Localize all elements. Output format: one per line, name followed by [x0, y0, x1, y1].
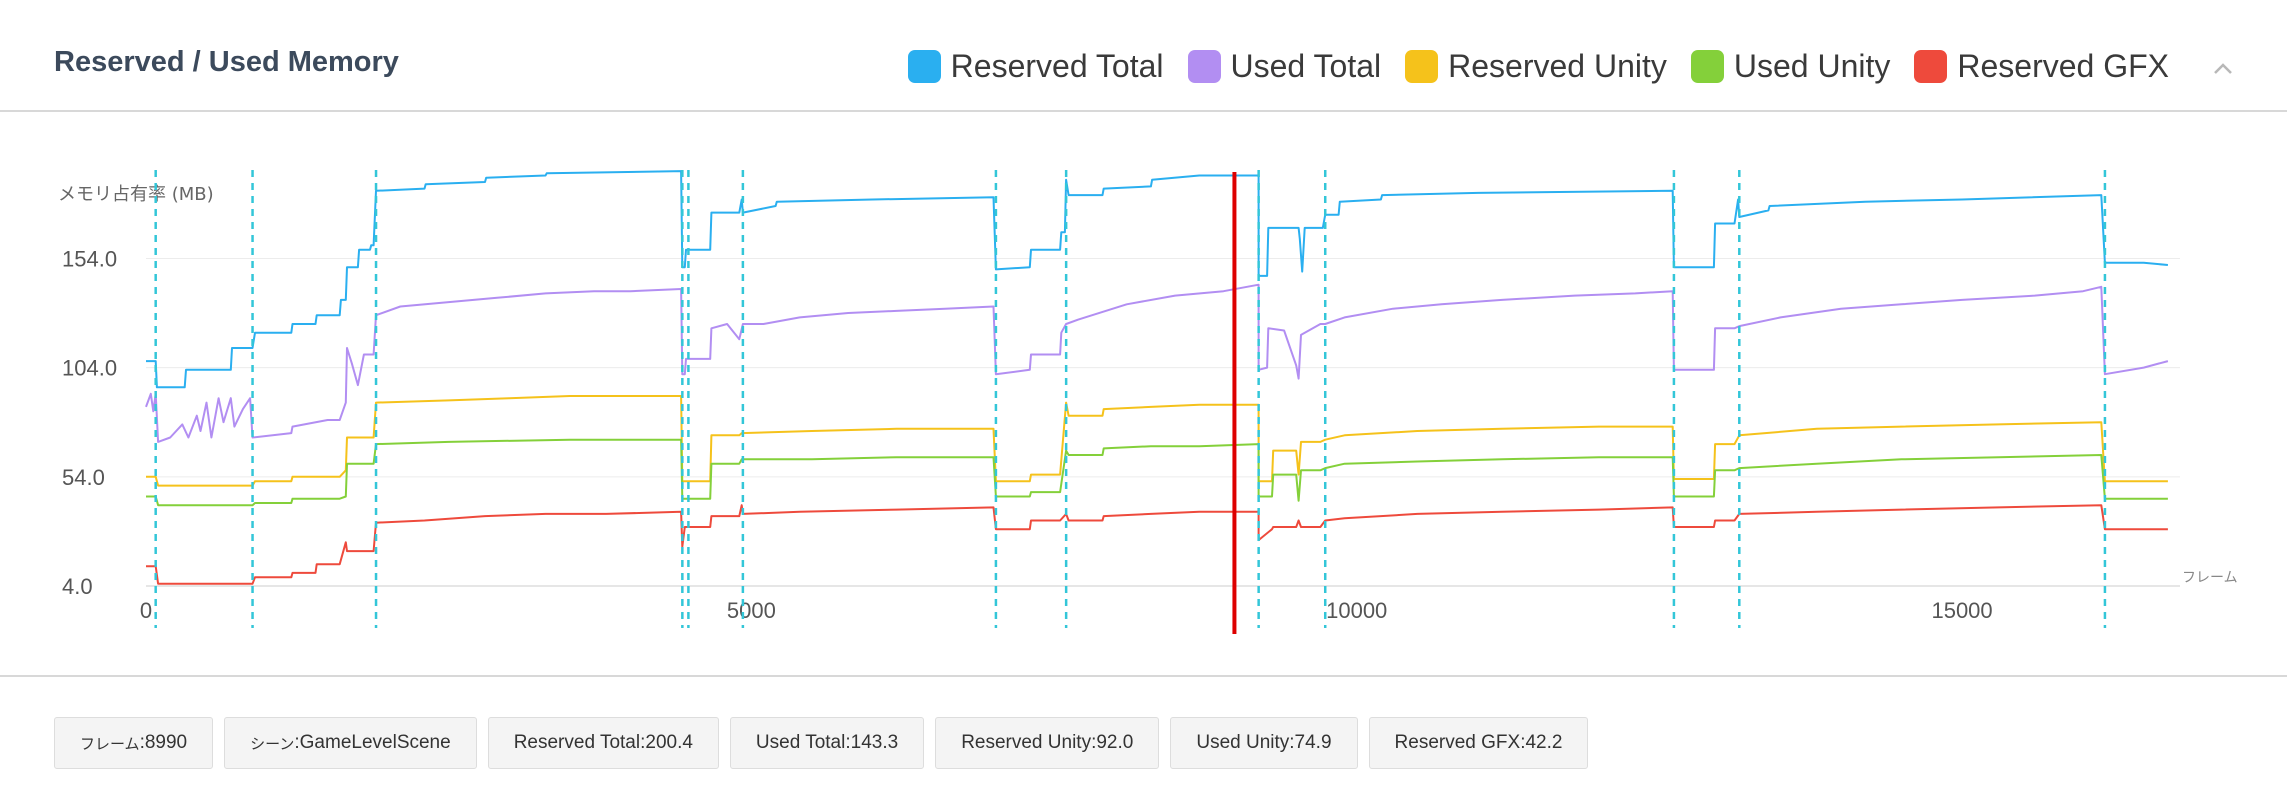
series-line-used-unity	[146, 438, 2168, 507]
y-tick-label: 4.0	[62, 574, 93, 599]
badge-label: フレーム	[80, 735, 140, 753]
badge-label: Used Total	[755, 732, 846, 753]
y-tick-label: 104.0	[62, 356, 117, 381]
y-axis-title: メモリ占有率 (MB)	[58, 184, 214, 205]
legend-item-used-unity[interactable]: Used Unity	[1690, 48, 1891, 85]
stats-footer: フレーム:8990 シーン:GameLevelScene Reserved To…	[0, 675, 2287, 791]
legend-label: Reserved Total	[950, 48, 1164, 84]
badge-value: :143.3	[845, 732, 899, 753]
badge-value: :42.2	[1520, 732, 1563, 753]
legend-item-reserved-gfx[interactable]: Reserved GFX	[1914, 48, 2169, 85]
badge-value: :74.9	[1289, 732, 1332, 753]
series-line-used-total	[145, 283, 2169, 443]
series-line-reserved-total	[146, 170, 2168, 389]
memory-line-chart[interactable]: 154.0 104.0 54.0 4.0 0 5000 10000 15000 メモリ占有率 (…	[0, 112, 2287, 676]
badge-label: Reserved Unity	[961, 732, 1092, 753]
stats-badges: フレーム:8990 シーン:GameLevelScene Reserved To…	[54, 717, 1589, 769]
x-axis-title: フレーム	[2182, 570, 2238, 586]
y-tick-label: 54.0	[62, 465, 105, 490]
chart-legend: Reserved Total Used Total Reserved Unity…	[907, 48, 2169, 85]
legend-swatch	[1405, 50, 1439, 83]
used-total-badge: Used Total:143.3	[729, 717, 925, 769]
series-line-reserved-unity	[146, 395, 2168, 487]
x-tick-label: 15000	[1931, 598, 1992, 623]
memory-chart-area: 154.0 104.0 54.0 4.0 0 5000 10000 15000 メモリ占有率 (…	[0, 112, 2287, 676]
legend-label: Used Unity	[1733, 48, 1891, 84]
badge-value: :8990	[139, 732, 188, 753]
x-tick-label: 10000	[1326, 598, 1387, 623]
badge-value: :GameLevelScene	[294, 732, 451, 753]
badge-label: Reserved GFX	[1394, 732, 1521, 753]
badge-label: Used Unity	[1196, 732, 1290, 753]
legend-item-used-total[interactable]: Used Total	[1187, 48, 1382, 85]
legend-label: Reserved GFX	[1957, 48, 2169, 84]
legend-swatch	[1187, 50, 1221, 83]
reserved-gfx-badge: Reserved GFX:42.2	[1368, 717, 1589, 769]
chevron-up-icon[interactable]	[2207, 52, 2239, 84]
legend-label: Reserved Unity	[1448, 48, 1667, 84]
legend-item-reserved-total[interactable]: Reserved Total	[907, 48, 1164, 85]
panel-header: Reserved / Used Memory Reserved Total Us…	[0, 0, 2287, 112]
reserved-unity-badge: Reserved Unity:92.0	[935, 717, 1160, 769]
legend-item-reserved-unity[interactable]: Reserved Unity	[1405, 48, 1667, 85]
scene-badge: シーン:GameLevelScene	[224, 717, 477, 769]
legend-swatch	[907, 50, 941, 83]
badge-value: :200.4	[640, 732, 693, 753]
badge-label: シーン	[250, 735, 295, 753]
legend-label: Used Total	[1230, 48, 1382, 84]
reserved-total-badge: Reserved Total:200.4	[487, 717, 719, 769]
badge-label: Reserved Total	[513, 732, 641, 753]
x-tick-label: 0	[140, 598, 152, 623]
frame-badge: フレーム:8990	[54, 717, 214, 769]
badge-value: :92.0	[1091, 732, 1134, 753]
series-line-reserved-gfx	[146, 504, 2168, 585]
legend-swatch	[1690, 50, 1724, 83]
panel-title: Reserved / Used Memory	[54, 46, 399, 78]
legend-swatch	[1914, 50, 1948, 83]
used-unity-badge: Used Unity:74.9	[1170, 717, 1358, 769]
x-tick-label: 5000	[727, 598, 776, 623]
y-tick-label: 154.0	[62, 246, 117, 271]
